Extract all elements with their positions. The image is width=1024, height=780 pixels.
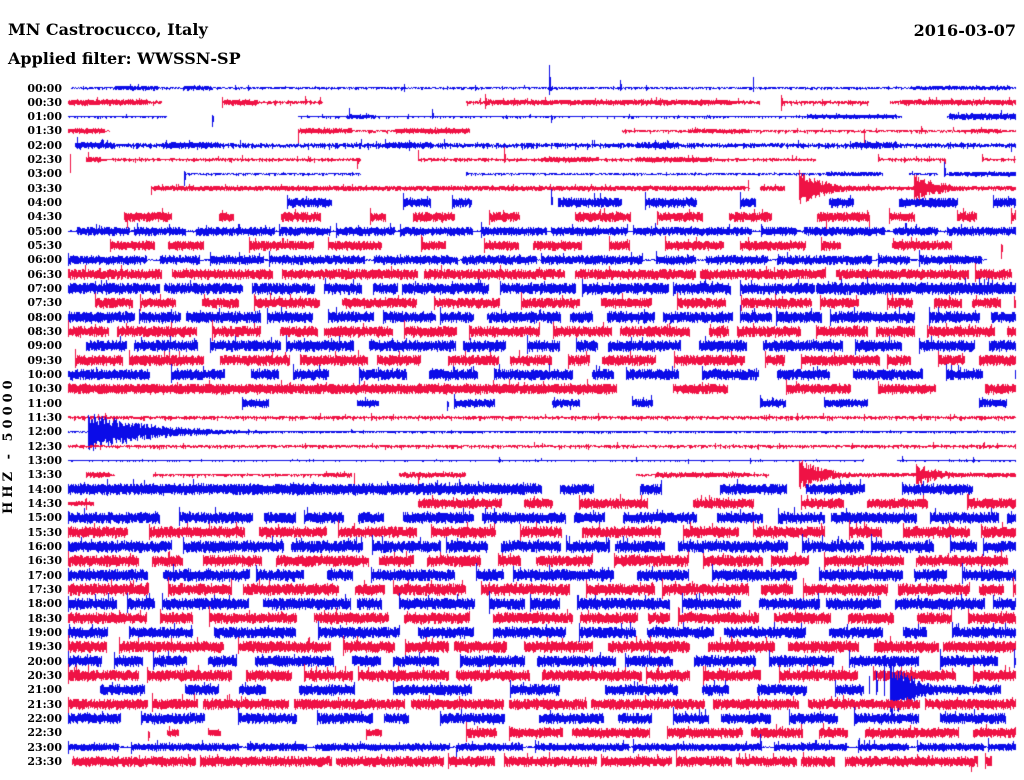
time-label: 08:00 bbox=[27, 310, 62, 324]
time-label: 18:00 bbox=[27, 597, 62, 611]
time-label: 15:30 bbox=[27, 525, 62, 539]
time-label: 12:00 bbox=[27, 425, 62, 439]
time-label: 19:30 bbox=[27, 640, 62, 654]
time-label: 09:30 bbox=[27, 353, 62, 367]
time-label: 23:30 bbox=[27, 755, 62, 768]
time-label: 13:30 bbox=[27, 468, 62, 482]
time-label: 22:00 bbox=[27, 712, 62, 726]
time-label: 17:00 bbox=[27, 568, 62, 582]
time-label: 04:30 bbox=[27, 210, 62, 224]
time-label: 14:30 bbox=[27, 497, 62, 511]
time-label: 20:30 bbox=[27, 669, 62, 683]
time-label: 11:30 bbox=[27, 411, 62, 425]
time-label: 15:00 bbox=[27, 511, 62, 525]
time-label: 04:00 bbox=[27, 196, 62, 210]
time-label: 07:30 bbox=[27, 296, 62, 310]
station-title: MN Castrocucco, Italy bbox=[8, 20, 208, 39]
time-label: 23:00 bbox=[27, 740, 62, 754]
time-label: 16:00 bbox=[27, 540, 62, 554]
date-label: 2016-03-07 bbox=[913, 21, 1016, 40]
time-label: 03:30 bbox=[27, 181, 62, 195]
time-label: 16:30 bbox=[27, 554, 62, 568]
time-label: 05:30 bbox=[27, 239, 62, 253]
time-label: 22:30 bbox=[27, 726, 62, 740]
time-label: 01:00 bbox=[27, 110, 62, 124]
time-label: 21:30 bbox=[27, 697, 62, 711]
time-label: 17:30 bbox=[27, 583, 62, 597]
time-label: 14:00 bbox=[27, 482, 62, 496]
time-label: 00:00 bbox=[27, 81, 62, 95]
time-label: 06:30 bbox=[27, 267, 62, 281]
time-label: 06:00 bbox=[27, 253, 62, 267]
time-label: 12:30 bbox=[27, 439, 62, 453]
time-label: 07:00 bbox=[27, 282, 62, 296]
time-label: 20:00 bbox=[27, 654, 62, 668]
time-label: 02:30 bbox=[27, 153, 62, 167]
time-label: 19:00 bbox=[27, 626, 62, 640]
time-label: 10:30 bbox=[27, 382, 62, 396]
time-label: 08:30 bbox=[27, 325, 62, 339]
time-label: 13:00 bbox=[27, 454, 62, 468]
time-label: 18:30 bbox=[27, 611, 62, 625]
time-label: 00:30 bbox=[27, 95, 62, 109]
time-label: 03:00 bbox=[27, 167, 62, 181]
time-label: 21:00 bbox=[27, 683, 62, 697]
time-label: 10:00 bbox=[27, 368, 62, 382]
time-label: 05:00 bbox=[27, 224, 62, 238]
time-label: 02:00 bbox=[27, 138, 62, 152]
filter-label: Applied filter: WWSSN-SP bbox=[8, 49, 241, 68]
time-label: 09:00 bbox=[27, 339, 62, 353]
time-label: 01:30 bbox=[27, 124, 62, 138]
time-label: 11:00 bbox=[27, 396, 62, 410]
y-axis-label: HHZ - 50000 bbox=[1, 376, 16, 514]
